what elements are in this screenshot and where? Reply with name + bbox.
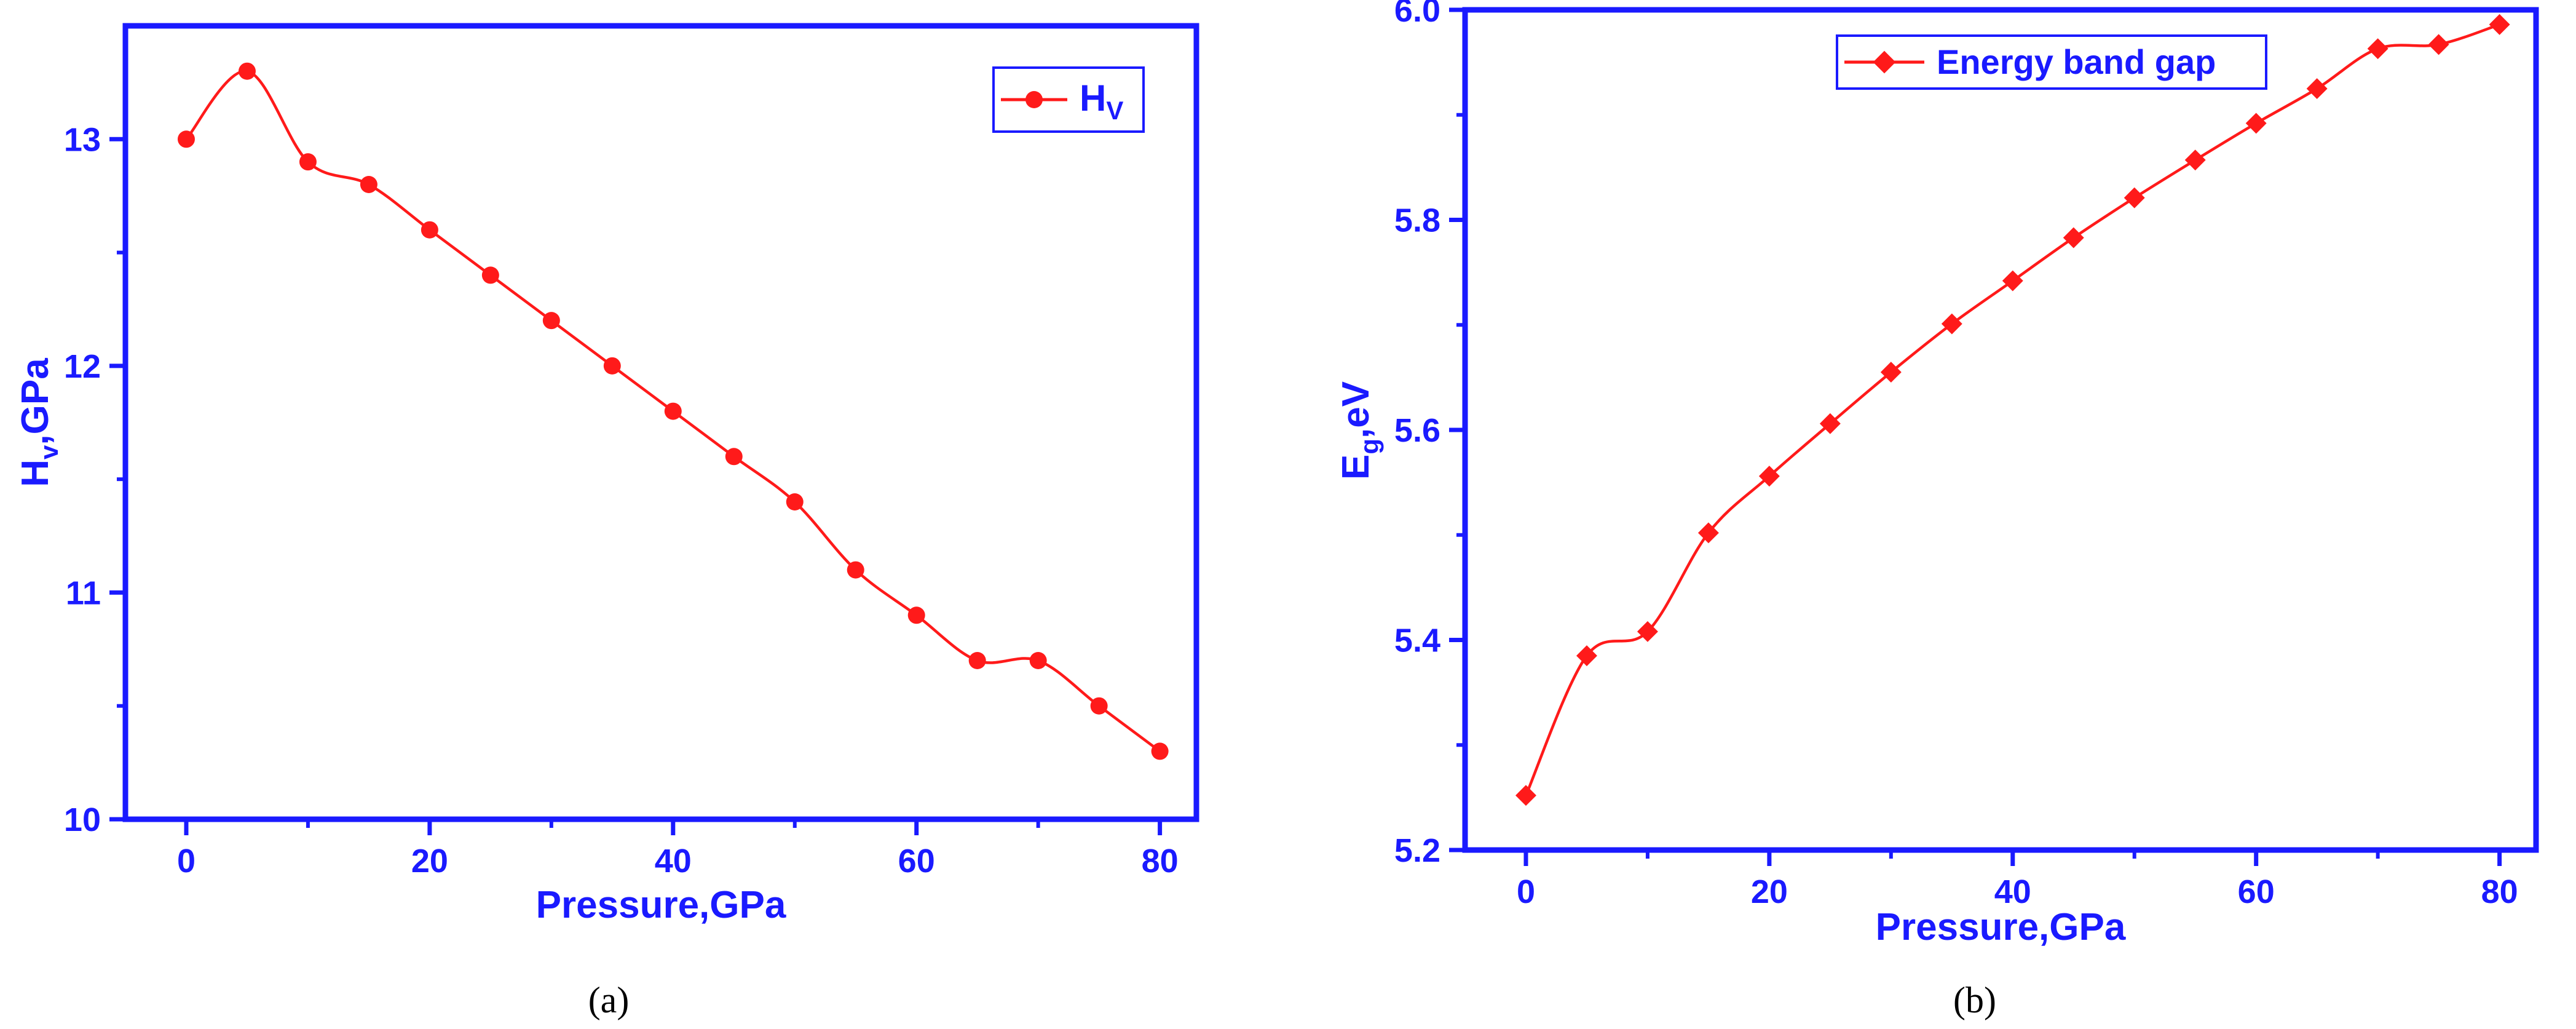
data-point (2245, 113, 2267, 134)
y-axis-label-b: Eg,eV (1335, 381, 1384, 480)
legend-marker-a (1025, 91, 1043, 108)
data-point (664, 402, 682, 420)
x-tick-label: 80 (1142, 843, 1179, 880)
legend-label-a: HV (1080, 77, 1123, 125)
ticks-b: 0 20 40 60 80 5.2 5.4 5.6 5.8 6.0 (1394, 0, 2518, 910)
caption-a: (a) (588, 980, 630, 1020)
data-point (481, 266, 499, 284)
data-point (2124, 187, 2145, 209)
chart-panel-b: 0 20 40 60 80 5.2 5.4 5.6 5.8 6.0 Pressure,GPa Eg… (1335, 0, 2539, 1020)
data-point (1029, 652, 1047, 669)
y-tick-label: 6.0 (1394, 0, 1440, 29)
x-tick-label: 40 (655, 843, 692, 880)
data-point (907, 606, 925, 624)
data-point (847, 561, 864, 579)
data-point (238, 62, 256, 80)
x-tick-label: 20 (411, 843, 448, 880)
x-tick-label: 80 (2481, 873, 2518, 910)
data-point (2063, 227, 2084, 248)
legend-a: HV (992, 66, 1145, 133)
data-point (2367, 38, 2388, 60)
x-tick-label: 60 (898, 843, 935, 880)
chart-panel-a: 0 20 40 60 80 10 11 12 13 Pressure,GPa Hv,GPa HV… (14, 23, 1199, 1020)
x-tick-label: 0 (1517, 873, 1535, 910)
x-axis-label-b: Pressure,GPa (1876, 906, 2126, 948)
data-point (2306, 78, 2328, 100)
legend-marker-b (1873, 50, 1896, 74)
data-point (2184, 149, 2206, 171)
y-tick-label: 12 (64, 348, 101, 385)
data-point (1576, 645, 1597, 667)
caption-b: (b) (1953, 980, 1996, 1020)
markers-a (177, 62, 1169, 760)
data-point (1515, 785, 1536, 806)
data-point (725, 448, 743, 466)
legend-label-b: Energy band gap (1937, 42, 2216, 81)
data-point (786, 493, 804, 511)
y-tick-label: 5.4 (1394, 622, 1440, 659)
y-tick-label: 10 (64, 801, 101, 838)
y-axis-label-a: Hv,GPa (14, 358, 63, 487)
data-point (299, 153, 317, 171)
legend-b: Energy band gap (1836, 34, 2267, 90)
data-point (2428, 34, 2449, 55)
data-point (1941, 313, 1962, 335)
data-point (603, 357, 621, 375)
ticks-a: 0 20 40 60 80 10 11 12 13 (64, 121, 1179, 880)
data-point (2489, 14, 2510, 35)
data-point (1090, 697, 1108, 715)
data-point (2002, 270, 2023, 292)
y-tick-label: 13 (64, 121, 101, 158)
curve-b (1524, 23, 2500, 797)
markers-b (1515, 14, 2510, 806)
y-tick-label: 5.8 (1394, 202, 1440, 239)
y-tick-label: 5.6 (1394, 412, 1440, 449)
data-point (1151, 742, 1169, 760)
y-tick-label: 5.2 (1394, 832, 1440, 869)
x-tick-label: 0 (177, 843, 196, 880)
y-tick-label: 11 (66, 574, 101, 611)
data-point (968, 652, 986, 669)
plot-frame-b (1462, 7, 2539, 853)
data-point (360, 176, 377, 193)
data-point (177, 130, 195, 148)
series-line (1524, 23, 2500, 797)
plot-frame-a (122, 23, 1199, 822)
x-tick-label: 60 (2238, 873, 2275, 910)
x-tick-label: 20 (1751, 873, 1788, 910)
data-point (542, 312, 560, 330)
x-axis-label-a: Pressure,GPa (536, 884, 786, 926)
x-tick-label: 40 (1994, 873, 2031, 910)
data-point (421, 221, 438, 239)
